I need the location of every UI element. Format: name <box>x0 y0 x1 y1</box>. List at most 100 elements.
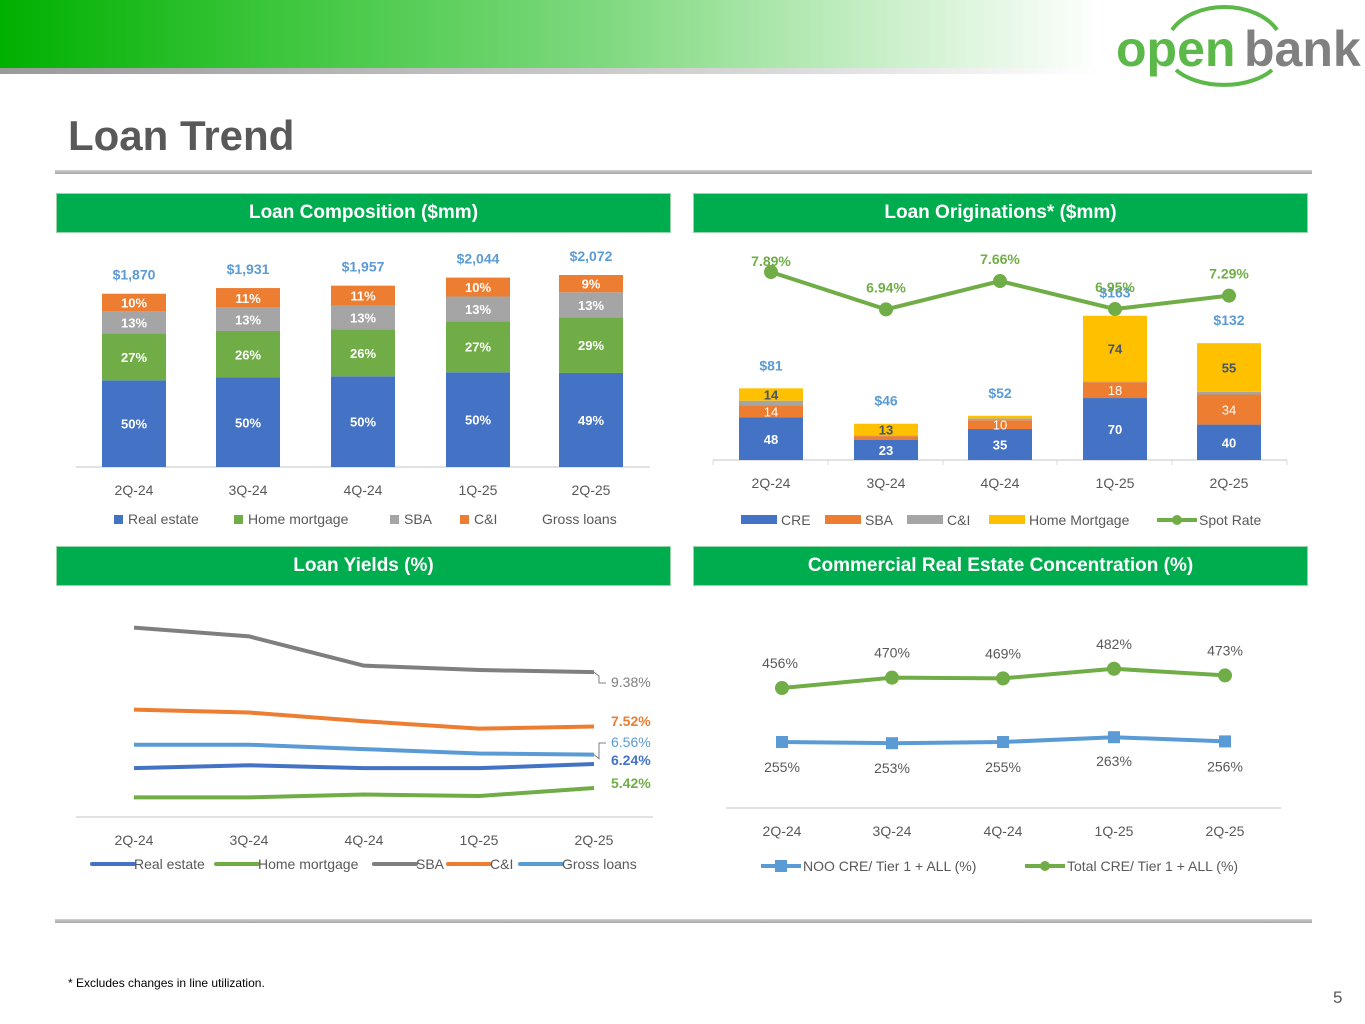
x-tick-label: 2Q-25 <box>1206 823 1245 839</box>
bar-label-home-mortgage: 26% <box>350 346 376 361</box>
line-home-mortgage <box>134 786 595 800</box>
x-tick-label: 4Q-24 <box>981 475 1020 491</box>
bar-c-i <box>739 400 803 406</box>
data-label-total-cre: 470% <box>874 645 910 661</box>
x-tick-label: 2Q-24 <box>752 475 791 491</box>
end-label-sba: 9.38% <box>611 674 651 690</box>
bar-label-sba: 13% <box>235 312 261 327</box>
loan-composition-chart: 50% 27% 13% 10% $1,870 2Q-24 50% 26% 13% 11% $1,93… <box>76 248 650 527</box>
bar-label-cre: 40 <box>1222 435 1236 450</box>
openbank-logo: open bank <box>1116 5 1361 87</box>
bar-home-mortgage <box>446 321 510 373</box>
bar-c-i <box>1197 391 1261 395</box>
bar-label-home-mortgage: 26% <box>235 347 261 362</box>
x-tick-label: 1Q-25 <box>1096 475 1135 491</box>
legend-label-real-estate: Real estate <box>134 856 205 872</box>
bar-label-real-estate: 49% <box>578 413 604 428</box>
spot-rate-label: 6.95% <box>1095 279 1135 295</box>
spot-rate-marker <box>1108 302 1122 317</box>
bar-cre <box>739 417 803 460</box>
bar-label-sba: 18 <box>1108 383 1122 398</box>
bar-sba <box>102 311 166 334</box>
bar-c-i <box>216 288 280 308</box>
x-tick-label: 3Q-24 <box>873 823 912 839</box>
end-label-c-i: 7.52% <box>611 713 651 729</box>
page-title: Loan Trend <box>68 112 295 159</box>
bar-real-estate <box>331 376 395 467</box>
x-tick-label: 2Q-25 <box>572 482 611 498</box>
bar-label-sba: 34 <box>1222 403 1236 418</box>
line-gross-loans <box>134 742 595 757</box>
spot-rate-marker <box>993 274 1007 289</box>
line-real-estate <box>133 762 595 771</box>
legend-label-home-mortgage: Home mortgage <box>258 856 359 872</box>
marker-noo-cre <box>1219 735 1231 748</box>
marker-noo-cre <box>776 736 788 748</box>
bar-label-real-estate: 50% <box>235 415 261 430</box>
bar-label-home-mortgage: 13 <box>879 422 893 437</box>
legend-marker-spot-rate <box>1172 515 1182 525</box>
bar-home-mortgage <box>102 333 166 381</box>
bar-real-estate <box>446 372 510 467</box>
bar-home-mortgage <box>559 317 623 373</box>
bar-label-home-mortgage: 14 <box>764 388 779 403</box>
bar-label-c-i: 10% <box>465 280 491 295</box>
total-label: $52 <box>988 385 1012 401</box>
bar-label-home-mortgage: 27% <box>121 350 147 365</box>
marker-total-cre <box>1107 661 1121 676</box>
bar-sba <box>1197 394 1261 425</box>
legend-label-home-mortgage: Home Mortgage <box>1029 512 1130 528</box>
marker-noo-cre <box>997 736 1009 748</box>
bar-c-i <box>559 275 623 293</box>
bar-c-i <box>854 435 918 437</box>
total-label: $2,072 <box>570 248 613 264</box>
total-label: $1,931 <box>227 261 270 277</box>
spot-rate-marker <box>1222 288 1236 303</box>
legend-label-sba: SBA <box>416 856 445 872</box>
data-label-total-cre: 469% <box>985 645 1021 661</box>
x-tick-label: 4Q-24 <box>345 832 384 848</box>
data-label-total-cre: 473% <box>1207 642 1243 658</box>
bar-label-real-estate: 50% <box>350 415 376 430</box>
total-label: $163 <box>1099 285 1130 301</box>
bar-sba <box>854 436 918 440</box>
bar-home-mortgage <box>1083 315 1147 382</box>
bar-home-mortgage <box>216 331 280 378</box>
bar-label-home-mortgage: 29% <box>578 338 604 353</box>
total-label: $46 <box>874 393 898 409</box>
bar-sba <box>739 405 803 418</box>
x-tick-label: 3Q-24 <box>229 482 268 498</box>
bar-label-cre: 23 <box>879 443 893 458</box>
legend-swatch-home-mortgage <box>234 515 243 524</box>
bar-home-mortgage <box>854 423 918 436</box>
logo-text-open: open <box>1116 21 1235 77</box>
line-sba <box>133 625 595 675</box>
legend-swatch-sba <box>825 515 861 524</box>
panel-header-loan-yields: Loan Yields (%) <box>56 546 671 586</box>
x-tick-label: 2Q-25 <box>575 832 614 848</box>
marker-total-cre <box>1218 668 1232 683</box>
legend-swatch-real-estate <box>114 515 123 524</box>
legend-label-gross-loans: Gross loans <box>562 856 637 872</box>
bar-c-i <box>102 293 166 312</box>
spot-rate-marker <box>879 302 893 317</box>
bar-sba <box>559 292 623 318</box>
spot-rate-label: 7.66% <box>980 251 1020 267</box>
legend-label-gross-loans: Gross loans <box>542 511 617 527</box>
legend-label-home-mortgage: Home mortgage <box>248 511 349 527</box>
loan-yields-chart: 6.24% 5.42% 9.38% 7.52% 6.56% 2Q-24 3Q-24 4Q-24… <box>76 625 653 872</box>
x-tick-label: 2Q-24 <box>763 823 802 839</box>
total-label: $132 <box>1213 312 1244 328</box>
total-label: $81 <box>759 357 783 373</box>
bar-label-sba: 10 <box>993 418 1007 433</box>
legend-swatch-home-mortgage <box>989 515 1025 524</box>
total-label: $1,870 <box>113 267 156 283</box>
marker-noo-cre <box>886 737 898 750</box>
x-tick-label: 1Q-25 <box>1095 823 1134 839</box>
x-tick-label: 3Q-24 <box>230 832 269 848</box>
bar-real-estate <box>102 380 166 467</box>
page-number: 5 <box>1333 988 1343 1007</box>
logo-arc-top <box>1170 5 1279 32</box>
end-label-real-estate: 6.24% <box>611 752 651 768</box>
data-label-noo-cre: 263% <box>1096 753 1132 769</box>
